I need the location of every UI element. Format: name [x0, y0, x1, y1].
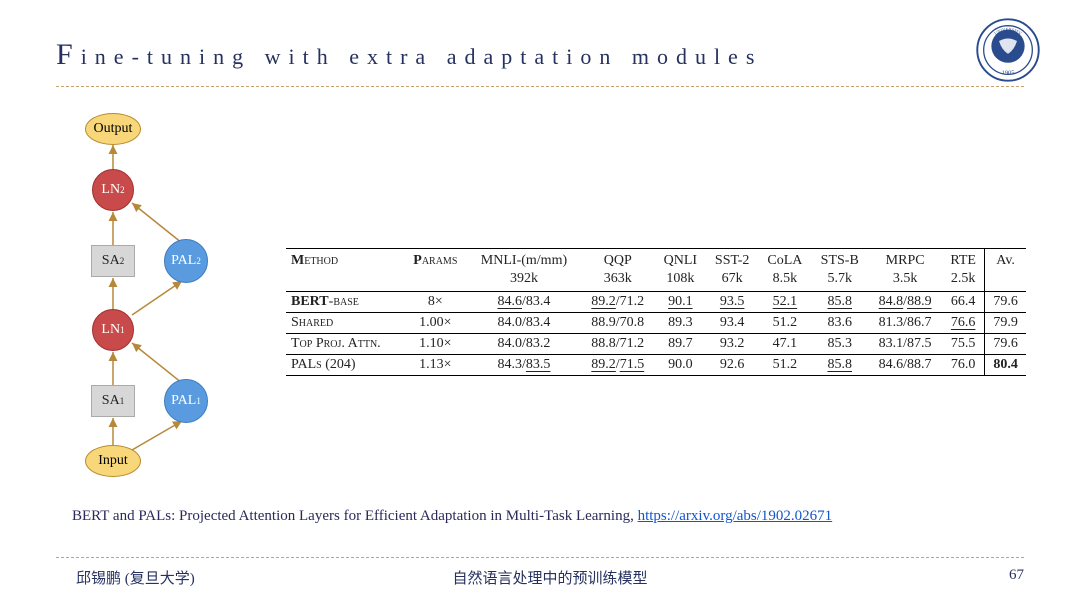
node-pal1: PAL1 [164, 379, 208, 423]
footer-title: 自然语言处理中的预训练模型 [76, 567, 1024, 588]
node-sa1: SA1 [91, 385, 135, 417]
node-output: Output [85, 113, 141, 145]
citation-text: BERT and PALs: Projected Attention Layer… [72, 508, 638, 524]
node-ln1: LN1 [92, 309, 134, 351]
citation-caption: BERT and PALs: Projected Attention Layer… [72, 508, 832, 525]
title-rest: ine-tuning with extra adaptation modules [81, 44, 763, 69]
footer-author: 邱锡鹏 (复旦大学) [76, 567, 195, 588]
node-sa2: SA2 [91, 245, 135, 277]
svg-text:1905: 1905 [1002, 69, 1015, 76]
node-pal2: PAL2 [164, 239, 208, 283]
citation-link[interactable]: https://arxiv.org/abs/1902.02671 [638, 508, 833, 524]
slide-footer: 邱锡鹏 (复旦大学) 自然语言处理中的预训练模型 67 [76, 567, 1024, 588]
title-first-letter: F [56, 38, 81, 71]
results-table: MethodParamsMNLI-(m/mm)QQPQNLISST-2CoLAS… [286, 248, 1026, 376]
node-input: Input [85, 445, 141, 477]
node-ln2: LN2 [92, 169, 134, 211]
footer-divider [56, 557, 1024, 558]
architecture-diagram: Output LN2 SA2 PAL2 LN1 SA1 PAL1 Input [72, 125, 242, 485]
header-divider [56, 86, 1024, 87]
slide-title: Fine-tuning with extra adaptation module… [56, 38, 1024, 72]
footer-page: 67 [1009, 567, 1024, 588]
university-logo: 1905 UNIVERSITY [976, 18, 1040, 82]
